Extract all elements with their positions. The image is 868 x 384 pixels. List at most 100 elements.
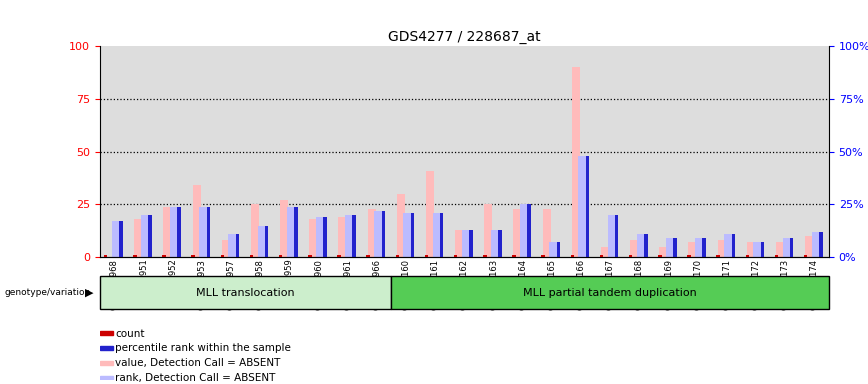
Text: MLL partial tandem duplication: MLL partial tandem duplication bbox=[523, 288, 697, 298]
Bar bbox=[294, 207, 298, 257]
Bar bbox=[450, 46, 479, 257]
Text: count: count bbox=[115, 328, 145, 339]
Bar bbox=[805, 236, 813, 257]
Bar bbox=[362, 46, 391, 257]
Bar bbox=[382, 211, 385, 257]
Bar bbox=[462, 230, 470, 257]
Bar bbox=[251, 204, 259, 257]
Bar bbox=[804, 255, 807, 257]
Bar bbox=[718, 240, 726, 257]
Bar bbox=[158, 46, 187, 257]
Bar bbox=[432, 213, 441, 257]
Bar bbox=[411, 213, 414, 257]
Bar bbox=[644, 234, 648, 257]
Bar bbox=[629, 255, 633, 257]
Bar bbox=[163, 207, 172, 257]
Bar bbox=[556, 243, 560, 257]
Bar bbox=[426, 170, 434, 257]
Bar bbox=[135, 219, 142, 257]
Bar bbox=[567, 46, 595, 257]
Bar bbox=[484, 204, 492, 257]
Bar bbox=[479, 46, 508, 257]
Bar bbox=[776, 243, 784, 257]
Bar bbox=[367, 209, 376, 257]
Bar bbox=[177, 207, 181, 257]
Bar bbox=[228, 234, 237, 257]
Text: rank, Detection Call = ABSENT: rank, Detection Call = ABSENT bbox=[115, 373, 276, 384]
Bar bbox=[104, 255, 108, 257]
Bar bbox=[323, 217, 326, 257]
Bar bbox=[440, 213, 444, 257]
Bar bbox=[783, 238, 791, 257]
Bar bbox=[549, 243, 557, 257]
Bar bbox=[309, 219, 318, 257]
Bar bbox=[333, 46, 362, 257]
Bar bbox=[404, 213, 411, 257]
Bar bbox=[112, 221, 120, 257]
Text: value, Detection Call = ABSENT: value, Detection Call = ABSENT bbox=[115, 358, 281, 369]
Bar bbox=[508, 46, 537, 257]
Bar bbox=[352, 215, 356, 257]
Bar bbox=[716, 255, 720, 257]
Text: percentile rank within the sample: percentile rank within the sample bbox=[115, 343, 292, 354]
Bar bbox=[625, 46, 654, 257]
Bar bbox=[586, 156, 589, 257]
Bar bbox=[760, 243, 764, 257]
Bar bbox=[513, 209, 522, 257]
Bar bbox=[666, 238, 674, 257]
Text: ▶: ▶ bbox=[85, 288, 94, 298]
Bar bbox=[775, 255, 779, 257]
Bar bbox=[286, 207, 295, 257]
Bar bbox=[141, 215, 149, 257]
Bar bbox=[695, 238, 703, 257]
Bar bbox=[615, 215, 618, 257]
Bar bbox=[595, 46, 625, 257]
Bar bbox=[469, 230, 472, 257]
Bar bbox=[221, 240, 230, 257]
Bar bbox=[659, 247, 667, 257]
Bar bbox=[819, 232, 823, 257]
Bar bbox=[216, 46, 246, 257]
Bar bbox=[741, 46, 771, 257]
Bar bbox=[246, 46, 275, 257]
Bar bbox=[207, 207, 210, 257]
Bar bbox=[366, 255, 370, 257]
Bar bbox=[732, 234, 735, 257]
Bar bbox=[542, 255, 545, 257]
Bar bbox=[608, 215, 615, 257]
Bar bbox=[258, 226, 266, 257]
Bar bbox=[100, 46, 129, 257]
Text: genotype/variation: genotype/variation bbox=[4, 288, 90, 297]
Bar bbox=[200, 207, 207, 257]
Bar bbox=[771, 46, 799, 257]
Bar bbox=[162, 255, 166, 257]
Bar bbox=[338, 255, 341, 257]
Bar bbox=[133, 255, 136, 257]
Bar bbox=[790, 238, 793, 257]
Bar bbox=[637, 234, 645, 257]
Bar bbox=[746, 243, 755, 257]
Bar bbox=[345, 215, 353, 257]
Bar bbox=[220, 255, 224, 257]
Bar bbox=[100, 346, 113, 350]
Bar bbox=[308, 255, 312, 257]
Bar bbox=[570, 255, 574, 257]
Bar bbox=[512, 255, 516, 257]
Bar bbox=[455, 230, 464, 257]
Bar bbox=[339, 217, 346, 257]
Bar bbox=[724, 234, 733, 257]
Bar bbox=[454, 255, 457, 257]
Bar bbox=[498, 230, 502, 257]
Bar bbox=[683, 46, 713, 257]
Bar bbox=[424, 255, 428, 257]
Bar bbox=[100, 376, 113, 380]
Bar bbox=[250, 255, 253, 257]
Bar bbox=[528, 204, 531, 257]
Bar bbox=[572, 67, 580, 257]
Bar bbox=[391, 46, 421, 257]
Bar bbox=[654, 46, 683, 257]
Bar bbox=[630, 240, 638, 257]
Bar bbox=[275, 46, 304, 257]
Bar bbox=[753, 243, 761, 257]
Bar bbox=[193, 185, 201, 257]
